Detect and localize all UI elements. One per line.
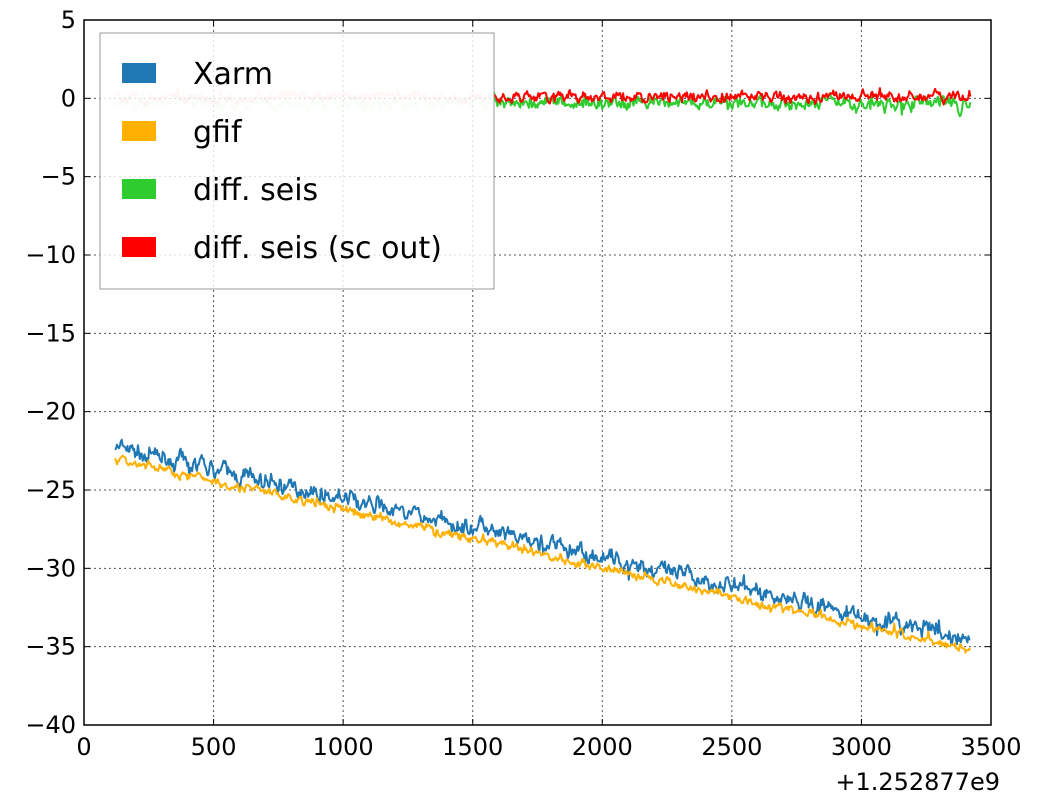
y-tick-label: −5 <box>41 163 76 191</box>
legend-item: Xarm <box>122 57 273 92</box>
legend-label: gfif <box>193 115 243 150</box>
x-tick-label: 3000 <box>831 733 892 761</box>
y-tick-label: −20 <box>25 398 76 426</box>
x-tick-label: 0 <box>76 733 91 761</box>
plot-frame <box>83 19 992 726</box>
x-tick-label: 3500 <box>960 733 1021 761</box>
y-tick-label: 5 <box>61 6 76 34</box>
x-tick-label: 1000 <box>313 733 374 761</box>
legend-item: diff. seis (sc out) <box>122 231 442 266</box>
series-line <box>492 87 972 106</box>
legend-label: Xarm <box>193 57 273 92</box>
legend-swatch <box>122 179 156 199</box>
legend-label: diff. seis (sc out) <box>193 231 442 266</box>
legend: Xarm gfif diff. seis diff. seis (sc out) <box>99 32 495 290</box>
y-tick-label: −35 <box>25 633 76 661</box>
x-tick-label: 500 <box>191 733 237 761</box>
x-tick-label: 2500 <box>701 733 762 761</box>
y-tick-label: 0 <box>61 84 76 112</box>
legend-label: diff. seis <box>193 173 318 208</box>
x-tick-label: 2000 <box>572 733 633 761</box>
series-line <box>492 91 972 118</box>
series-gfif <box>114 454 972 654</box>
ticks: 0 500 1000 1500 2000 2500 3000 3500 −40 −35 −30 −25… <box>25 6 1021 761</box>
legend-swatch <box>122 121 156 141</box>
legend-swatch <box>122 237 156 257</box>
series-line <box>114 454 972 654</box>
y-tick-label: −10 <box>25 241 76 269</box>
x-offset-label: +1.252877e9 <box>835 768 1000 796</box>
legend-item: gfif <box>122 115 243 150</box>
y-tick-label: −30 <box>25 554 76 582</box>
y-tick-label: −25 <box>25 476 76 504</box>
x-tick-label: 1500 <box>442 733 503 761</box>
y-tick-label: −15 <box>25 319 76 347</box>
y-tick-label: −40 <box>25 711 76 739</box>
legend-swatch <box>122 63 156 83</box>
legend-box <box>99 32 495 290</box>
legend-item: diff. seis <box>122 173 318 208</box>
